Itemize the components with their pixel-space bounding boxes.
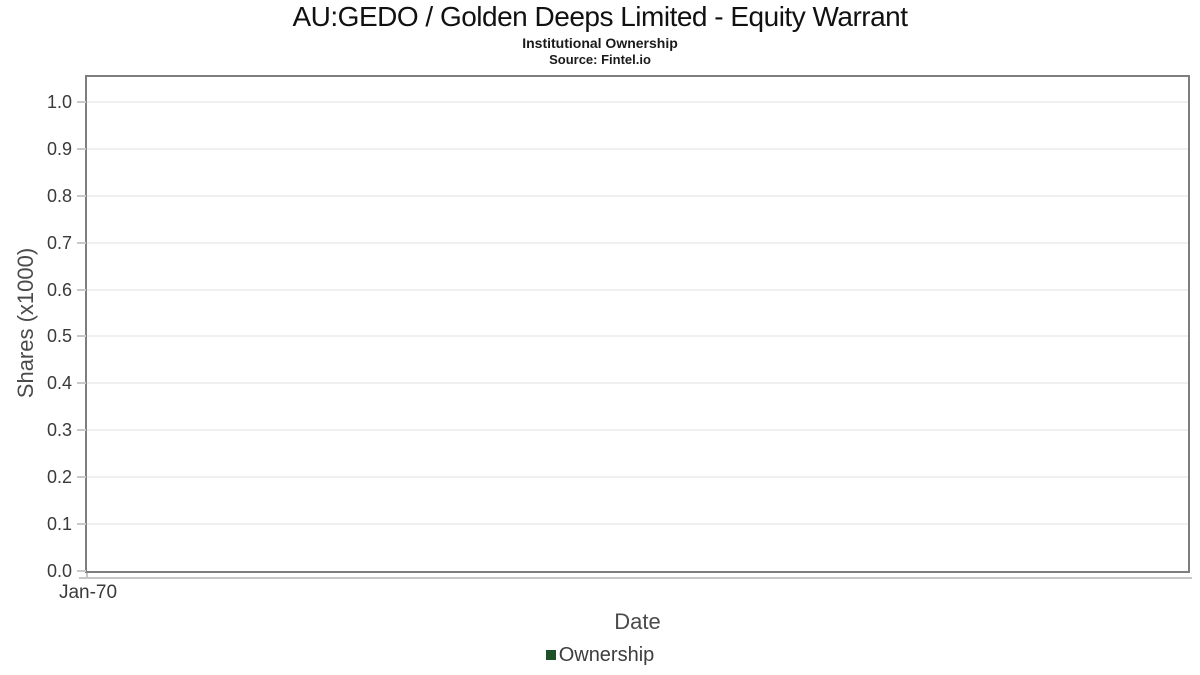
y-tick-label: 1.0 [46, 91, 72, 112]
x-axis-title: Date [614, 609, 661, 634]
y-tick-mark [77, 429, 86, 432]
y-tick-mark [77, 147, 86, 150]
y-tick-label: 0.6 [46, 279, 72, 300]
y-tick-mark [77, 194, 86, 197]
y-tick-mark [77, 335, 86, 338]
y-tick-mark [77, 523, 86, 526]
y-tick-label: 0.9 [46, 138, 72, 159]
y-tick-mark [77, 570, 86, 572]
x-axis-line [79, 577, 1192, 579]
plot-area: Jan-70 Date 1.0 0.9 0.8 0.7 0.6 0.5 0.4 0.3 0.2 0… [47, 75, 1192, 634]
x-tick-label: Jan-70 [58, 582, 118, 603]
y-tick-label: 0.7 [46, 232, 72, 253]
gridline [87, 289, 1188, 291]
y-tick-mark [77, 382, 86, 385]
y-tick-label: 0.3 [46, 420, 72, 441]
x-tick-mark [86, 573, 88, 579]
chart-subtitle: Institutional Ownership [522, 35, 678, 51]
legend-label: Ownership [558, 644, 655, 666]
y-tick-mark [77, 288, 86, 291]
gridline [87, 429, 1188, 431]
y-tick-mark [77, 476, 86, 479]
gridline [87, 476, 1188, 478]
y-tick-label: 0.4 [46, 373, 72, 394]
chart-source: Source: Fintel.io [549, 52, 651, 67]
gridline [87, 335, 1188, 337]
y-tick-mark [77, 241, 86, 244]
y-tick-label: 0.1 [46, 514, 72, 535]
y-tick-label: 0.8 [46, 185, 72, 206]
gridline [87, 242, 1188, 244]
y-tick-label: 0.5 [46, 326, 72, 347]
legend-item-ownership[interactable]: Ownership [545, 644, 655, 666]
y-tick-label: 0.0 [46, 561, 72, 581]
y-axis-title: Shares (x1000) [13, 247, 38, 399]
gridline [87, 148, 1188, 150]
gridline [87, 523, 1188, 525]
gridline [87, 195, 1188, 197]
gridline [87, 101, 1188, 103]
y-tick-mark [77, 100, 86, 103]
legend-marker-square-icon [545, 650, 556, 660]
y-tick-label: 0.2 [46, 467, 72, 488]
chart-title: AU:GEDO / Golden Deeps Limited - Equity … [292, 1, 908, 32]
legend: Ownership [0, 645, 1200, 665]
gridline [87, 382, 1188, 384]
